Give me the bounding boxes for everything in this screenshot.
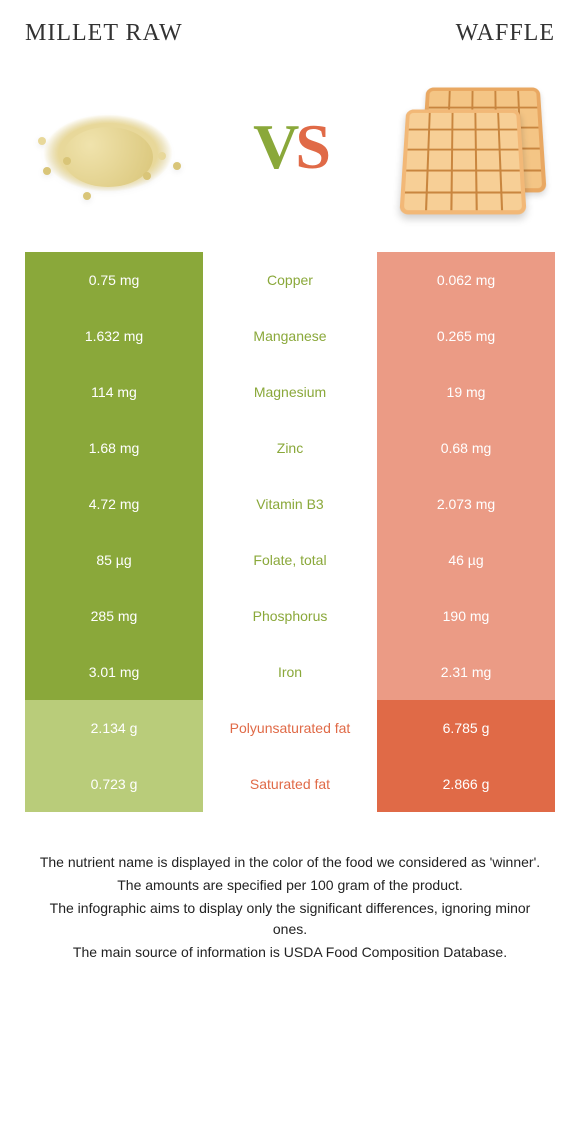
right-value: 46 µg [377, 532, 555, 588]
table-row: 1.632 mgManganese0.265 mg [25, 308, 555, 364]
left-value: 2.134 g [25, 700, 203, 756]
nutrient-name: Folate, total [205, 532, 375, 588]
left-value: 4.72 mg [25, 476, 203, 532]
left-food-title: MILLET RAW [25, 20, 183, 47]
right-value: 2.073 mg [377, 476, 555, 532]
table-row: 85 µgFolate, total46 µg [25, 532, 555, 588]
footer-line: The infographic aims to display only the… [35, 898, 545, 940]
millet-icon [33, 87, 183, 207]
right-value: 19 mg [377, 364, 555, 420]
right-value: 0.062 mg [377, 252, 555, 308]
table-row: 4.72 mgVitamin B32.073 mg [25, 476, 555, 532]
table-row: 114 mgMagnesium19 mg [25, 364, 555, 420]
right-value: 2.866 g [377, 756, 555, 812]
left-value: 85 µg [25, 532, 203, 588]
millet-image [25, 72, 190, 222]
right-value: 6.785 g [377, 700, 555, 756]
header: MILLET RAW WAFFLE [25, 20, 555, 47]
table-row: 0.723 gSaturated fat2.866 g [25, 756, 555, 812]
left-value: 0.723 g [25, 756, 203, 812]
right-value: 0.68 mg [377, 420, 555, 476]
footer-notes: The nutrient name is displayed in the co… [25, 852, 555, 963]
right-food-title: WAFFLE [456, 20, 555, 47]
right-value: 2.31 mg [377, 644, 555, 700]
left-value: 1.632 mg [25, 308, 203, 364]
nutrient-name: Saturated fat [205, 756, 375, 812]
table-row: 2.134 gPolyunsaturated fat6.785 g [25, 700, 555, 756]
left-value: 1.68 mg [25, 420, 203, 476]
nutrient-name: Vitamin B3 [205, 476, 375, 532]
right-value: 190 mg [377, 588, 555, 644]
right-value: 0.265 mg [377, 308, 555, 364]
footer-line: The main source of information is USDA F… [35, 942, 545, 963]
footer-line: The amounts are specified per 100 gram o… [35, 875, 545, 896]
footer-line: The nutrient name is displayed in the co… [35, 852, 545, 873]
table-row: 0.75 mgCopper0.062 mg [25, 252, 555, 308]
left-value: 114 mg [25, 364, 203, 420]
waffle-icon [398, 82, 548, 212]
nutrient-name: Polyunsaturated fat [205, 700, 375, 756]
left-value: 3.01 mg [25, 644, 203, 700]
nutrient-name: Zinc [205, 420, 375, 476]
waffle-image [390, 72, 555, 222]
nutrient-name: Iron [205, 644, 375, 700]
nutrient-name: Manganese [205, 308, 375, 364]
left-value: 285 mg [25, 588, 203, 644]
left-value: 0.75 mg [25, 252, 203, 308]
nutrient-table: 0.75 mgCopper0.062 mg1.632 mgManganese0.… [25, 252, 555, 812]
nutrient-name: Copper [205, 252, 375, 308]
table-row: 285 mgPhosphorus190 mg [25, 588, 555, 644]
nutrient-name: Phosphorus [205, 588, 375, 644]
table-row: 3.01 mgIron2.31 mg [25, 644, 555, 700]
table-row: 1.68 mgZinc0.68 mg [25, 420, 555, 476]
hero-row: VS [25, 67, 555, 227]
vs-label: VS [253, 110, 327, 184]
nutrient-name: Magnesium [205, 364, 375, 420]
